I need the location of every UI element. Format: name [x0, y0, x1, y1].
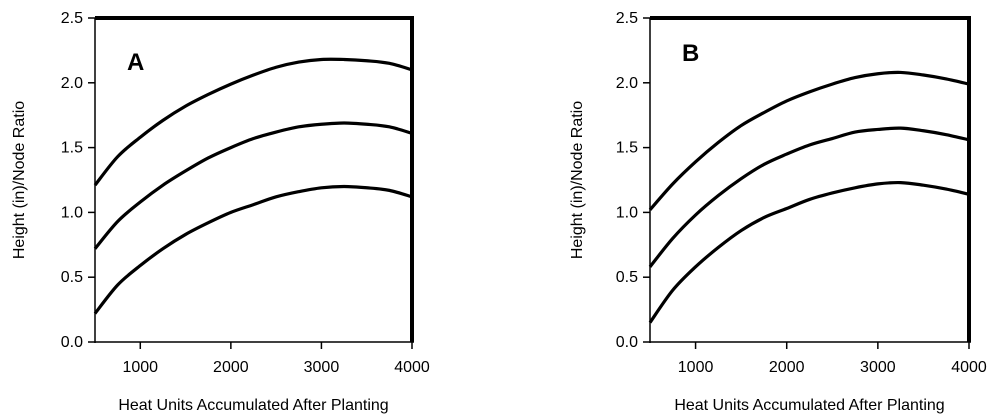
series-line-upper: [93, 57, 413, 187]
y-tick-label: 2.5: [616, 10, 638, 27]
y-tick-label: 2.5: [61, 10, 83, 27]
x-tick-label: 4000: [394, 359, 430, 376]
y-tick-label: 0.0: [61, 334, 83, 351]
y-tick-label: 0.5: [616, 269, 638, 286]
series-line-lower: [93, 184, 413, 315]
x-tick-label: 1000: [122, 359, 158, 376]
x-tick-label: 2000: [213, 359, 249, 376]
y-tick-label: 1.0: [61, 204, 83, 221]
x-tick-label: 3000: [860, 359, 896, 376]
y-tick-label: 1.0: [616, 204, 638, 221]
y-axis-label: Height (in)/Node Ratio: [569, 101, 586, 259]
series-line-lower: [648, 180, 970, 324]
y-tick-label: 2.0: [616, 75, 638, 92]
y-axis-label: Height (in)/Node Ratio: [11, 101, 28, 259]
x-axis-label: Heat Units Accumulated After Planting: [674, 397, 944, 414]
series-line-upper: [648, 70, 970, 211]
series-line-middle: [648, 126, 970, 268]
x-axis-label: Heat Units Accumulated After Planting: [118, 397, 388, 414]
x-tick-label: 4000: [951, 359, 987, 376]
y-tick-label: 0.5: [61, 269, 83, 286]
y-tick-label: 1.5: [616, 140, 638, 157]
x-tick-label: 1000: [678, 359, 714, 376]
panel-letter: B: [682, 40, 699, 67]
y-tick-label: 2.0: [61, 75, 83, 92]
y-tick-label: 0.0: [616, 334, 638, 351]
series-line-middle: [93, 121, 413, 250]
y-tick-label: 1.5: [61, 140, 83, 157]
chart-panel-b: 0.0 0.5 1.0 1.5 2.0 2.5 1000 2000 3000 4000 Heat U…: [569, 10, 987, 414]
chart-panel-a: 0.0 0.5 1.0 1.5 2.0 2.5 1000 2000 3000 4000 Heat U…: [11, 10, 430, 414]
x-tick-label: 2000: [769, 359, 805, 376]
panel-letter: A: [127, 49, 144, 76]
x-tick-label: 3000: [304, 359, 340, 376]
